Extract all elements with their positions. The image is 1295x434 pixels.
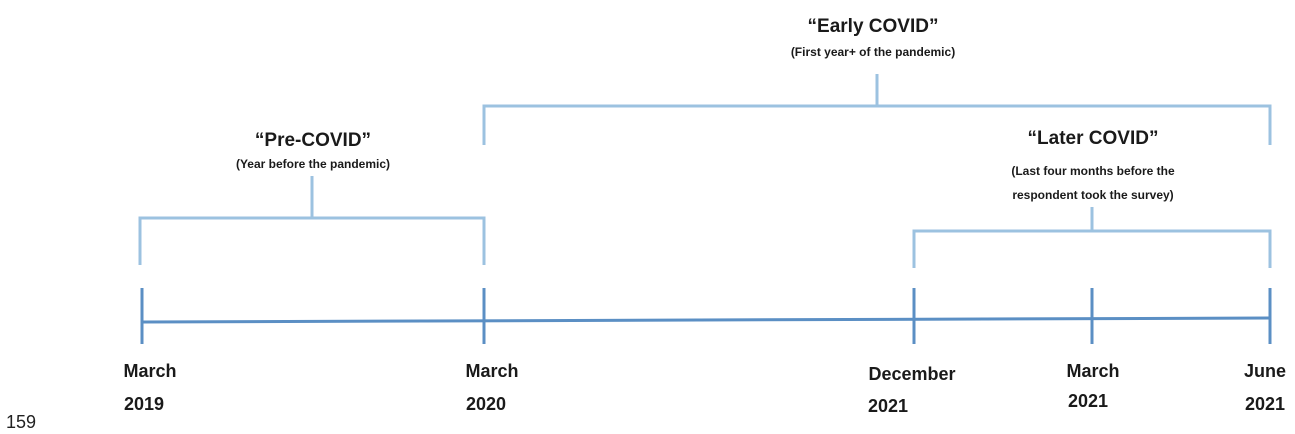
pre-covid-bracket: [138, 176, 486, 265]
early-covid-bracket: [482, 74, 1272, 145]
page-number: 159: [6, 412, 36, 432]
date-june-2021-month: June: [1244, 361, 1286, 381]
later-covid-bracket: [912, 207, 1272, 268]
later-covid-subtitle-line1: (Last four months before the: [1011, 164, 1175, 178]
later-covid-subtitle-line2: respondent took the survey): [1012, 188, 1173, 202]
pre-covid-title: “Pre-COVID”: [255, 130, 371, 151]
date-march-2020-year: 2020: [466, 394, 506, 414]
date-march-2019-month: March: [123, 361, 176, 381]
date-march-2019-year: 2019: [124, 394, 164, 414]
early-covid-subtitle: (First year+ of the pandemic): [791, 45, 955, 59]
date-june-2021-year: 2021: [1245, 394, 1285, 414]
date-march-2021-month: March: [1066, 361, 1119, 381]
date-march-2021-year: 2021: [1068, 391, 1108, 411]
timeline-axis: [142, 316, 1271, 324]
pre-covid-subtitle: (Year before the pandemic): [236, 157, 390, 171]
later-covid-title: “Later COVID”: [1028, 128, 1159, 149]
date-december-2021-month: December: [868, 364, 955, 384]
date-march-2020-month: March: [465, 361, 518, 381]
early-covid-title: “Early COVID”: [808, 16, 939, 37]
date-december-2021-year: 2021: [868, 396, 908, 416]
